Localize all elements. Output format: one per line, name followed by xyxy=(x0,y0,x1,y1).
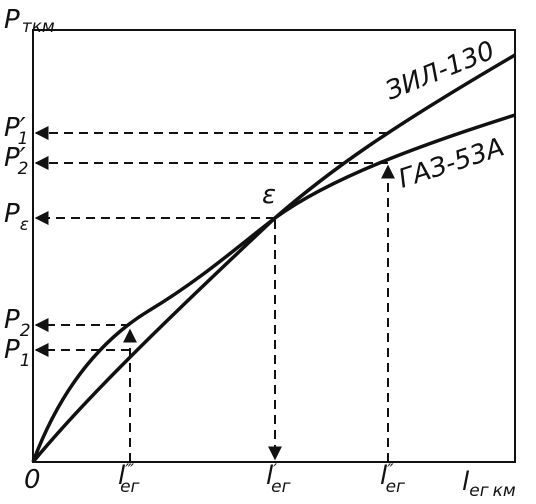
label-part: P xyxy=(4,335,20,365)
label-part: ег xyxy=(469,481,488,501)
label-part: l xyxy=(266,461,274,491)
label-part: ег xyxy=(271,477,290,497)
label-part: ‴ xyxy=(125,461,134,481)
label-part: ткм xyxy=(22,17,55,37)
label-part: ег xyxy=(386,477,405,497)
label-part: l xyxy=(118,461,126,491)
y-mark-label: P2 xyxy=(4,305,31,341)
curve-label: ЗИЛ-130 xyxy=(381,36,499,107)
label-part: P xyxy=(4,143,20,173)
label-part: P xyxy=(4,305,20,335)
guides xyxy=(34,126,395,462)
label-part: 1 xyxy=(20,351,31,371)
label-part: l xyxy=(380,461,388,491)
y-mark-label: P′2 xyxy=(4,143,28,179)
x-axis-label: lег км xyxy=(462,467,516,501)
frame xyxy=(32,29,516,463)
curve-label: ГАЗ-53А xyxy=(395,132,508,194)
label-part: P xyxy=(4,199,20,229)
label-part: км xyxy=(493,481,516,501)
y-mark-label: P′1 xyxy=(4,113,28,149)
x-mark-label: l‴ ег xyxy=(118,461,140,497)
y-mark-label: P1 xyxy=(4,335,31,371)
label-part: 2 xyxy=(20,321,31,341)
x-mark-label: l′ ег xyxy=(266,461,291,497)
label-part: ″ xyxy=(387,461,394,481)
curve-gaz xyxy=(31,113,516,463)
point-label: ε xyxy=(262,180,276,210)
label-part: P xyxy=(4,5,20,35)
label-part: ε xyxy=(20,215,29,235)
label-part: ′ xyxy=(20,143,26,173)
label-part: 2 xyxy=(18,159,29,179)
origin-label: 0 xyxy=(24,465,41,495)
label-part: 1 xyxy=(18,129,29,149)
label-part: ег xyxy=(120,477,139,497)
label-part: ′ xyxy=(20,113,26,143)
label-part: ′ xyxy=(273,461,277,481)
label-part: P xyxy=(4,113,20,143)
label-part: l xyxy=(462,467,470,497)
x-mark-label: l″ ег xyxy=(380,461,405,497)
y-mark-label: Pε xyxy=(4,199,29,235)
